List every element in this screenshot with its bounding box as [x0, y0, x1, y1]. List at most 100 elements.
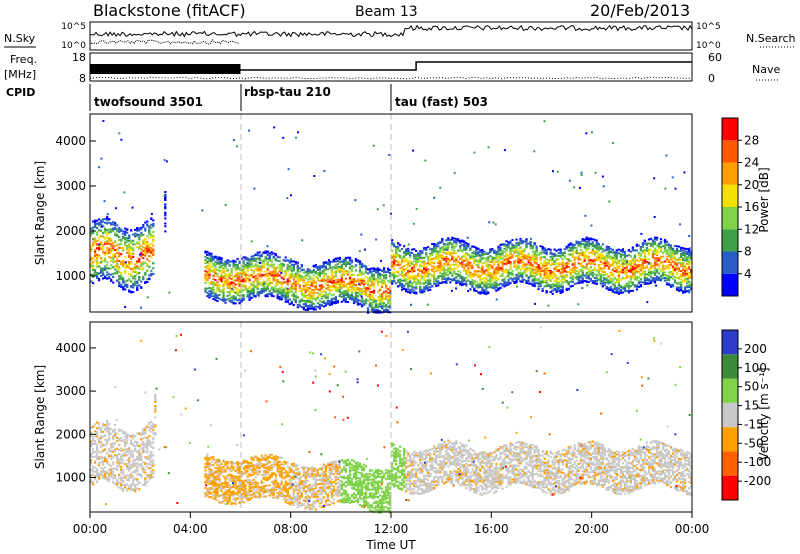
- range-cell: [549, 252, 552, 255]
- range-cell: [344, 265, 347, 268]
- range-cell: [393, 280, 396, 283]
- noise-panel: 10^5 10^0 10^5 10^0: [61, 21, 721, 51]
- range-cell: [342, 283, 345, 286]
- range-cell: [228, 264, 231, 267]
- range-cell: [256, 269, 259, 272]
- range-cell: [324, 294, 327, 297]
- range-cell: [525, 246, 528, 249]
- range-cell: [379, 295, 382, 298]
- range-cell: [515, 255, 518, 257]
- range-cell: [308, 268, 311, 271]
- range-cell: [393, 243, 396, 246]
- range-cell: [90, 247, 93, 250]
- range-cell: [118, 239, 121, 241]
- range-cell: [244, 277, 247, 280]
- noise-right-tick-top: 10^5: [696, 22, 721, 32]
- range-cell: [401, 256, 404, 259]
- range-cell: [523, 271, 526, 274]
- range-cell: [441, 273, 444, 276]
- range-cell: [332, 285, 335, 288]
- range-cell: [204, 273, 207, 276]
- range-cell: [581, 280, 584, 283]
- range-cell: [122, 285, 125, 288]
- range-cell: [479, 283, 482, 286]
- range-cell: [487, 252, 490, 255]
- range-cell: [204, 278, 207, 281]
- range-cell: [238, 260, 241, 263]
- range-cell: [455, 282, 458, 284]
- range-cell: [370, 290, 374, 293]
- range-cell: [354, 293, 358, 296]
- range-cell: [372, 283, 376, 286]
- range-cell: [409, 289, 412, 292]
- range-cell: [487, 271, 490, 274]
- range-cell: [403, 251, 406, 254]
- range-cell: [110, 264, 113, 267]
- range-cell: [272, 287, 275, 290]
- range-cell: [475, 260, 478, 263]
- range-cell: [144, 229, 147, 232]
- range-cell: [467, 274, 470, 277]
- range-cell: [533, 268, 536, 271]
- range-cell: [471, 258, 474, 261]
- range-cell: [106, 261, 109, 264]
- range-cell: [429, 252, 432, 255]
- range-cell: [374, 280, 378, 283]
- range-cell: [250, 265, 253, 268]
- range-cell: [284, 272, 287, 275]
- range-cell: [389, 269, 392, 271]
- range-cell: [274, 254, 277, 257]
- range-cell: [415, 263, 418, 266]
- range-cell: [463, 254, 466, 257]
- range-cell: [110, 245, 113, 248]
- range-cell: [290, 302, 293, 305]
- range-cell: [240, 268, 243, 271]
- range-cell: [298, 285, 301, 288]
- range-cell: [559, 285, 562, 288]
- range-cell: [377, 304, 380, 307]
- range-cell: [354, 297, 358, 300]
- range-cell: [210, 269, 213, 272]
- range-cell: [545, 248, 548, 251]
- range-cell: [427, 262, 430, 265]
- range-cell: [126, 264, 129, 267]
- range-cell: [356, 302, 360, 305]
- range-cell: [140, 263, 143, 266]
- range-cell: [415, 286, 418, 289]
- range-cell: [467, 270, 470, 273]
- range-cell: [374, 311, 378, 314]
- range-cell: [483, 285, 486, 288]
- range-cell: [112, 256, 115, 259]
- range-cell: [150, 223, 153, 226]
- range-cell: [401, 279, 404, 282]
- range-cell: [413, 270, 416, 273]
- range-cell: [387, 280, 390, 282]
- range-cell: [304, 282, 307, 285]
- range-cell: [322, 265, 325, 268]
- range-cell: [256, 284, 259, 287]
- range-cell: [286, 295, 289, 298]
- range-cell: [421, 271, 424, 274]
- range-cell: [140, 245, 143, 248]
- range-cell: [401, 269, 404, 272]
- range-cell: [222, 281, 225, 284]
- range-cell: [244, 287, 247, 290]
- range-cell: [236, 264, 239, 267]
- range-cell: [563, 270, 566, 273]
- range-cell: [270, 282, 273, 284]
- range-cell: [443, 269, 446, 271]
- range-cell: [459, 239, 462, 242]
- range-cell: [356, 291, 360, 294]
- range-cell: [535, 254, 538, 257]
- range-cell: [473, 255, 476, 258]
- range-cell: [395, 256, 398, 259]
- range-cell: [98, 265, 101, 268]
- range-cell: [330, 286, 333, 289]
- range-cell: [238, 276, 241, 279]
- range-cell: [280, 269, 283, 272]
- range-cell: [447, 252, 450, 255]
- range-cell: [485, 287, 488, 290]
- range-cell: [507, 244, 510, 247]
- range-cell: [232, 279, 235, 282]
- range-cell: [413, 286, 416, 289]
